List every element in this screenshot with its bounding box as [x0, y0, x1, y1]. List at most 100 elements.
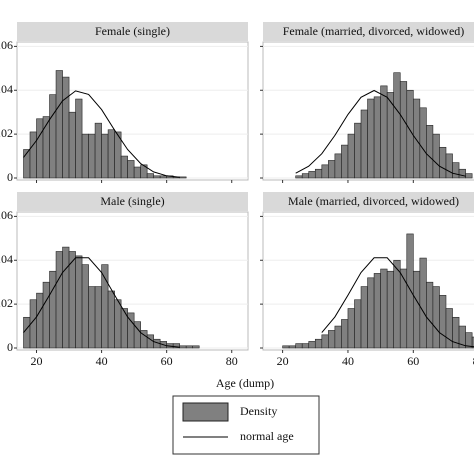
- panel-title: Female (single): [95, 24, 170, 38]
- y-tick-label: .06: [0, 208, 13, 222]
- bar: [301, 343, 310, 349]
- y-tick-label: .04: [0, 82, 13, 96]
- bar: [282, 345, 290, 349]
- bar: [301, 173, 310, 179]
- bar: [465, 173, 473, 179]
- panel-header: [17, 22, 248, 41]
- bar: [88, 286, 96, 349]
- bar: [354, 122, 362, 179]
- bar: [419, 257, 427, 349]
- bar: [445, 308, 453, 349]
- bar: [328, 160, 336, 179]
- bar: [107, 290, 115, 349]
- bar: [42, 281, 50, 349]
- bar: [354, 299, 362, 349]
- bar: [55, 70, 63, 179]
- bar: [88, 133, 96, 179]
- panel-title: Male (married, divorced, widowed): [288, 194, 459, 208]
- x-tick-label: 80: [473, 354, 474, 368]
- bar: [107, 129, 115, 179]
- bar: [55, 251, 63, 349]
- bar: [308, 341, 316, 349]
- bar: [192, 345, 200, 349]
- bar: [81, 133, 89, 179]
- bar: [179, 345, 187, 349]
- panel-header: [17, 192, 248, 211]
- bar: [413, 98, 421, 179]
- bar: [133, 166, 141, 179]
- bar: [393, 259, 401, 349]
- panel-header: [263, 22, 474, 41]
- x-tick-label: 60: [407, 354, 419, 368]
- bar: [432, 286, 440, 349]
- bar: [426, 281, 434, 349]
- bar: [49, 270, 57, 349]
- x-tick-label: 20: [31, 354, 43, 368]
- bar: [367, 277, 375, 349]
- bar: [419, 107, 427, 179]
- bar: [367, 98, 375, 179]
- y-tick-label: .02: [0, 296, 13, 310]
- y-tick-label: .06: [0, 38, 13, 52]
- bar: [23, 316, 31, 349]
- bar: [406, 233, 414, 349]
- bar: [29, 131, 37, 179]
- bar: [393, 72, 401, 179]
- bar: [439, 146, 447, 179]
- bar: [75, 98, 83, 179]
- bar: [341, 319, 349, 349]
- bar: [399, 268, 408, 349]
- legend-label: Density: [240, 404, 277, 418]
- bar: [94, 286, 102, 349]
- bar: [308, 171, 316, 179]
- bar: [295, 343, 303, 349]
- x-tick-label: 60: [161, 354, 173, 368]
- bar: [114, 131, 122, 179]
- x-tick-label: 20: [277, 354, 289, 368]
- y-tick-label: 0: [7, 170, 13, 184]
- bar: [49, 94, 57, 179]
- bar: [81, 264, 89, 349]
- y-tick-label: 0: [7, 340, 13, 354]
- bar: [347, 133, 355, 179]
- bar: [399, 81, 408, 179]
- bar: [432, 133, 440, 179]
- panel-title: Male (single): [100, 194, 164, 208]
- bar: [75, 255, 83, 349]
- x-tick-label: 40: [96, 354, 108, 368]
- bar: [62, 76, 70, 179]
- bar: [94, 122, 102, 179]
- bar: [341, 144, 349, 179]
- normal-curve: [321, 257, 474, 348]
- normal-curve: [23, 90, 180, 178]
- x-tick-label: 80: [226, 354, 238, 368]
- bar: [140, 164, 148, 179]
- bar: [127, 160, 135, 179]
- bar: [347, 308, 355, 349]
- bar: [314, 338, 323, 349]
- bar: [146, 173, 154, 179]
- bar: [321, 164, 329, 179]
- bar: [36, 118, 44, 179]
- bar: [439, 295, 447, 349]
- bar: [380, 268, 388, 349]
- bar: [295, 175, 303, 179]
- normal-curve: [23, 257, 180, 348]
- bar: [101, 133, 109, 179]
- y-tick-label: .04: [0, 252, 13, 266]
- bar: [185, 345, 193, 349]
- bar: [413, 270, 421, 349]
- bar: [445, 153, 453, 179]
- bar: [36, 292, 44, 349]
- bar: [334, 325, 342, 349]
- bar: [360, 286, 368, 349]
- bar: [62, 246, 70, 349]
- y-tick-label: .02: [0, 126, 13, 140]
- bar: [314, 168, 323, 179]
- bar: [159, 175, 167, 179]
- legend-label: normal age: [240, 429, 294, 443]
- bar: [380, 85, 388, 179]
- bar: [471, 336, 474, 349]
- bar: [153, 175, 161, 179]
